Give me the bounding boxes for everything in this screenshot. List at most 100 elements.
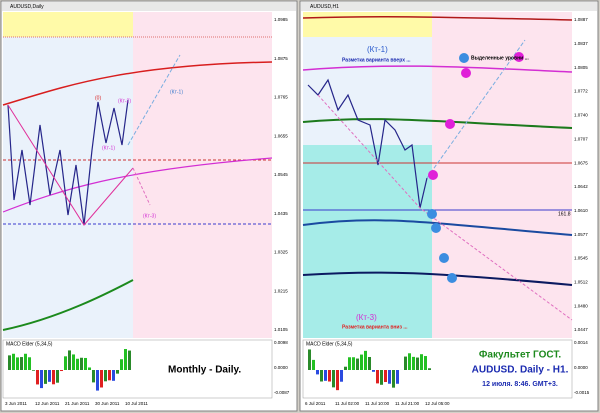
histogram-bar (56, 370, 59, 383)
marker (439, 253, 449, 263)
price-tick-label: 1.0215 (274, 288, 288, 293)
price-tick-label: 1.0675 (574, 160, 588, 165)
histogram-bar (44, 370, 47, 384)
price-tick-label: 1.0545 (274, 172, 288, 177)
marker (445, 119, 455, 129)
price-tick-label: 1.0105 (274, 327, 288, 332)
histogram-bar (392, 370, 395, 388)
projection (426, 39, 526, 179)
date-tick-label: 11 Jul 21:00 (395, 401, 420, 406)
annotation: 161.8 (558, 211, 571, 217)
annotation: (Кт-3) (143, 213, 156, 219)
date-tick-label: 11 Jul 10:00 (365, 401, 390, 406)
price-tick-label: 1.0435 (274, 211, 288, 216)
price-tick-label: 1.0655 (274, 133, 288, 138)
macd-tick-label: 0.0014 (574, 340, 588, 345)
price-tick-label: 1.0985 (274, 17, 288, 22)
histogram-bar (100, 370, 103, 388)
ma-red (2, 61, 273, 106)
marker (431, 223, 441, 233)
histogram-bar (120, 359, 123, 370)
histogram-bar (72, 354, 75, 370)
histogram-bar (60, 370, 63, 372)
date-tick-label: 3 Jun 2011 (5, 401, 27, 406)
annotation: (0) (95, 95, 101, 101)
date-tick-label: 10 Jul 2011 (125, 401, 148, 406)
histogram-bar (352, 357, 355, 370)
histogram-bar (108, 370, 111, 381)
annotation: (Кт-1) (102, 145, 115, 151)
histogram-bar (364, 350, 367, 370)
histogram-bar (20, 357, 23, 370)
marker (427, 209, 437, 219)
annotation: (Кт-3) (356, 313, 377, 322)
histogram-bar (68, 350, 71, 370)
histogram-bar (332, 370, 335, 388)
histogram-bar (80, 357, 83, 370)
ma-navy (302, 271, 573, 286)
caption: 12 июля. 8:46. GMT+3. (482, 381, 558, 388)
histogram (8, 349, 131, 391)
caption: Monthly - Daily. (168, 365, 241, 376)
histogram-bar (368, 356, 371, 370)
histogram-bar (380, 370, 383, 385)
date-tick-label: 12 Jul 05:00 (425, 401, 450, 406)
histogram-bar (76, 358, 79, 370)
macd-tick-label: 0.0098 (274, 340, 288, 345)
histogram-bar (16, 357, 19, 370)
histogram-bar (84, 357, 87, 370)
price-tick-label: 1.0837 (574, 41, 588, 46)
macd-tick-label: 0.0000 (274, 365, 288, 370)
price-tick-label: 1.0577 (574, 232, 588, 237)
annotation: Разметка варианта вниз ... (342, 324, 408, 330)
histogram-bar (64, 356, 67, 370)
price-tick-label: 1.0512 (574, 279, 588, 284)
histogram-bar (328, 370, 331, 382)
price-tick-label: 1.0887 (574, 17, 588, 22)
macd-tick-label: 0.0000 (574, 365, 588, 370)
histogram-bar (36, 370, 39, 385)
projection (127, 54, 181, 146)
price-tick-label: 1.0325 (274, 250, 288, 255)
histogram-bar (340, 370, 343, 382)
histogram-bar (24, 353, 27, 370)
annotation: (Кт-1) (170, 89, 183, 95)
histogram-bar (428, 368, 431, 370)
caption: Факультет ГОСТ. (479, 350, 561, 361)
left-titlebar (2, 2, 296, 11)
histogram-bar (412, 356, 415, 370)
date-tick-label: 11 Jul 02:00 (335, 401, 360, 406)
histogram-bar (404, 356, 407, 370)
price-tick-label: 1.0642 (574, 184, 588, 189)
markup-line (7, 104, 134, 226)
histogram (308, 349, 431, 391)
histogram-bar (388, 370, 391, 384)
histogram-bar (416, 357, 419, 370)
price-tick-label: 1.0545 (574, 256, 588, 261)
ma-green (2, 279, 134, 331)
histogram-bar (116, 370, 119, 374)
left-macd-panel (2, 339, 273, 399)
marker (459, 53, 469, 63)
macd-tick-label: -0.0087 (274, 390, 290, 395)
ma-magenta (302, 65, 573, 73)
histogram-bar (112, 370, 115, 381)
histogram-bar (52, 370, 55, 385)
histogram-bar (124, 349, 127, 370)
histogram-bar (92, 370, 95, 383)
projection (132, 167, 151, 206)
right-title: AUDUSD,H1 (310, 4, 339, 10)
histogram-bar (104, 370, 107, 382)
histogram-bar (88, 367, 91, 370)
histogram-bar (32, 370, 35, 371)
histogram-bar (48, 370, 51, 382)
histogram-bar (324, 370, 327, 381)
date-tick-label: 6 Jul 2011 (305, 401, 326, 406)
price-line (307, 78, 428, 209)
price-tick-label: 1.0805 (574, 65, 588, 70)
date-tick-label: 21 Jun 2011 (65, 401, 90, 406)
histogram-bar (376, 370, 379, 384)
macd-label: MACD Elder (5,34,5) (306, 341, 353, 347)
histogram-bar (344, 366, 347, 370)
